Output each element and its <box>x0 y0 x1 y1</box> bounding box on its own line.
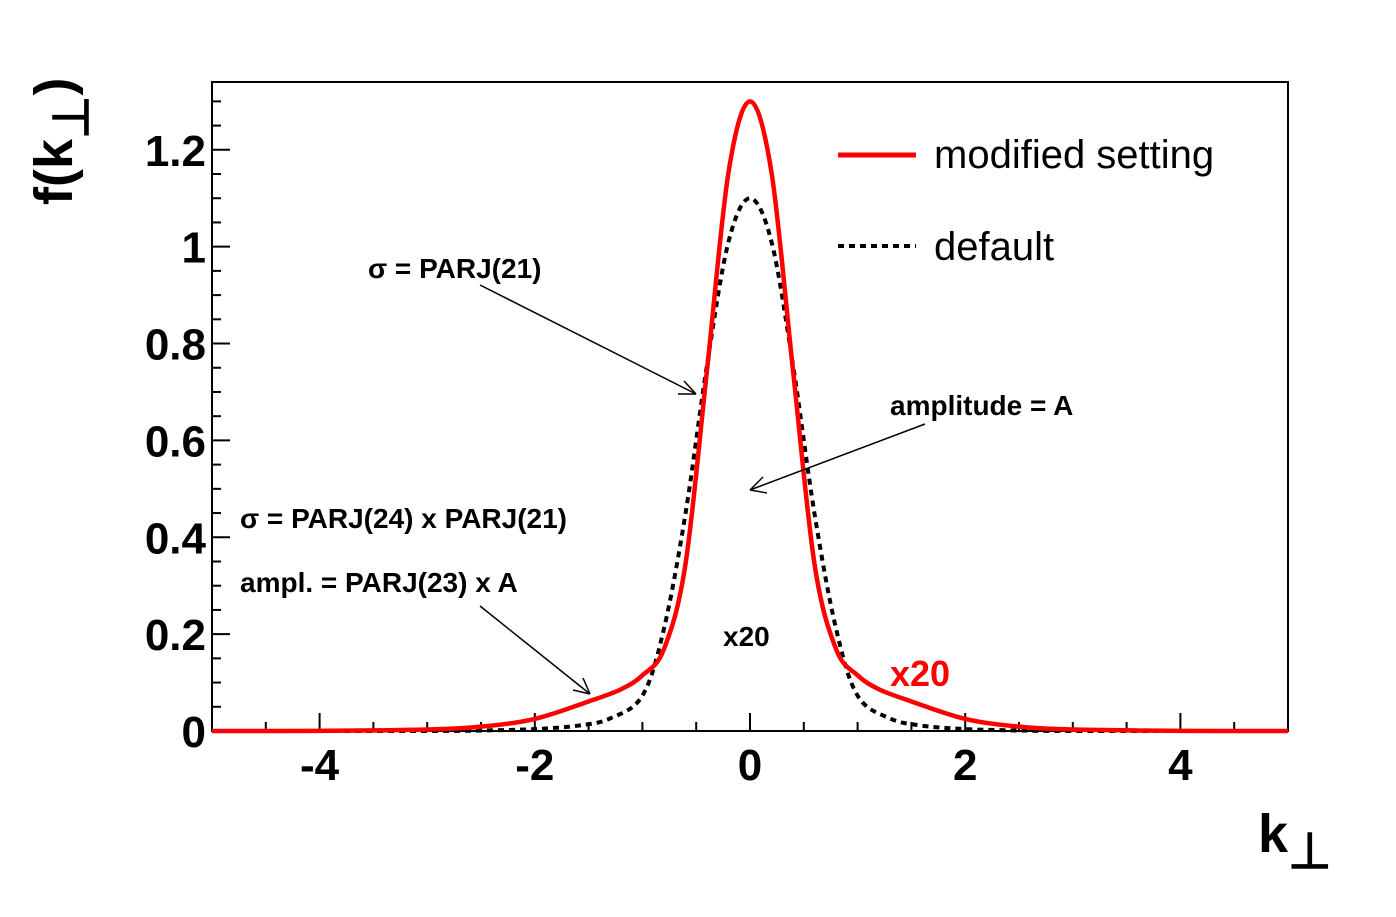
series-line-default <box>211 196 1289 734</box>
x-tick-label: 4 <box>1168 741 1193 790</box>
legend: modified setting default <box>838 133 1214 269</box>
y-tick-label: 0.8 <box>145 321 206 370</box>
annotation-ampl-wide: ampl. = PARJ(23) x A <box>240 567 518 598</box>
y-tick-label: 0 <box>182 708 206 757</box>
y-axis-ticks <box>212 100 230 732</box>
y-axis-title-sub: ⊥ <box>43 95 99 139</box>
annotations: σ = PARJ(21) amplitude = A σ = PARJ(24) … <box>240 253 1073 695</box>
annotation-x20-red: x20 <box>890 653 950 694</box>
series-layer <box>211 99 1289 734</box>
x-axis-title-main: k <box>1258 804 1289 864</box>
y-axis-title-close: ) <box>24 77 84 95</box>
y-tick-label: 1.2 <box>145 127 206 176</box>
x-axis-tick-labels: -4 -2 0 2 4 <box>300 741 1193 790</box>
annotation-x20-black: x20 <box>723 621 770 652</box>
series-line-modified-setting <box>211 99 1289 734</box>
annotation-sigma-wide: σ = PARJ(24) x PARJ(21) <box>240 503 567 534</box>
y-tick-label: 0.6 <box>145 417 206 466</box>
x-tick-label: -2 <box>515 741 554 790</box>
arrow-sigma-main <box>479 284 697 395</box>
y-tick-label: 0.4 <box>145 514 207 563</box>
y-tick-label: 1 <box>182 224 206 273</box>
legend-label-modified: modified setting <box>934 133 1214 177</box>
x-axis-title: k⊥ <box>1258 804 1332 879</box>
arrow-ampl-wide <box>479 605 591 695</box>
annotation-sigma-main: σ = PARJ(21) <box>368 253 541 284</box>
x-tick-label: 0 <box>738 741 762 790</box>
y-tick-label: 0.2 <box>145 611 206 660</box>
y-axis-title: f(k⊥) <box>24 77 99 205</box>
y-axis-title-main: f(k <box>24 138 84 205</box>
y-axis-tick-labels: 0 0.2 0.4 0.6 0.8 1 1.2 <box>145 127 207 757</box>
x-axis-title-sub: ⊥ <box>1288 823 1332 879</box>
annotation-amplitude: amplitude = A <box>890 390 1073 421</box>
legend-label-default: default <box>934 225 1054 269</box>
x-tick-label: 2 <box>953 741 977 790</box>
arrow-amplitude <box>749 423 926 494</box>
x-tick-label: -4 <box>300 741 340 790</box>
